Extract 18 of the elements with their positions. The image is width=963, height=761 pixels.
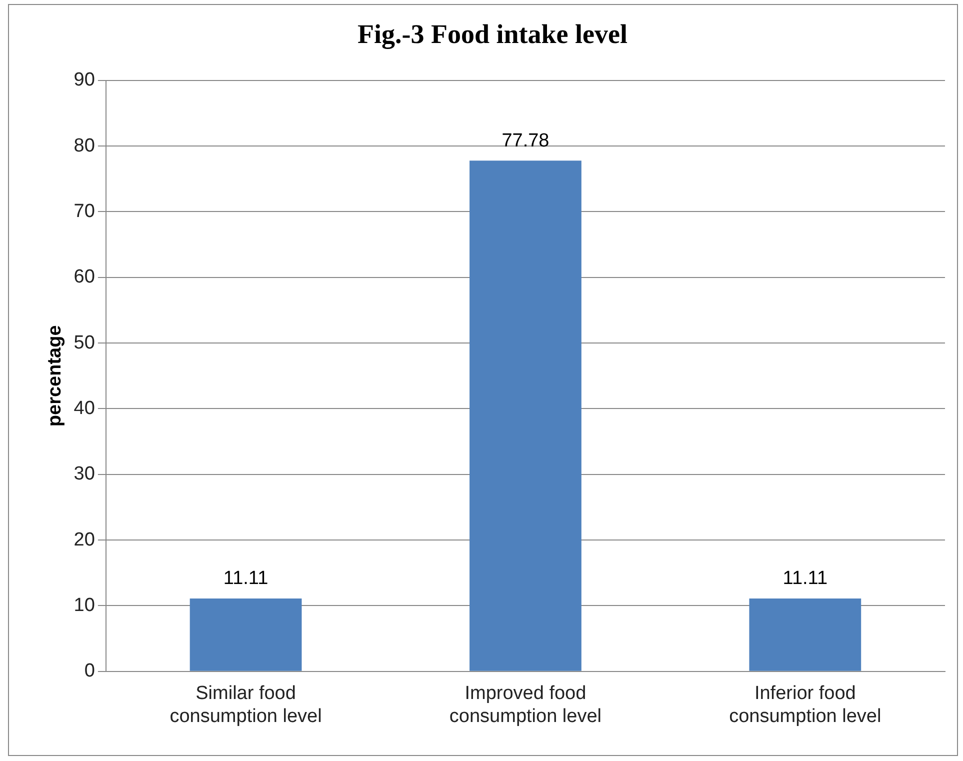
chart-title: Fig.-3 Food intake level xyxy=(358,19,628,50)
y-tick-label: 50 xyxy=(74,332,95,354)
y-tick-label: 0 xyxy=(84,660,95,682)
x-tick-label: Improved food consumption level xyxy=(449,683,602,727)
x-tick-label: Similar food consumption level xyxy=(170,683,322,727)
y-tick-label: 70 xyxy=(74,200,95,222)
data-label: 11.11 xyxy=(223,568,268,590)
data-label: 11.11 xyxy=(782,568,828,590)
y-tick-label: 30 xyxy=(74,464,95,485)
y-tick-label: 60 xyxy=(74,266,95,288)
x-tick-label: Inferior food consumption level xyxy=(729,683,882,727)
data-label: 77.78 xyxy=(502,130,550,152)
y-tick-label: 10 xyxy=(74,594,95,616)
y-tick-label: 40 xyxy=(74,398,95,419)
y-tick-label: 90 xyxy=(74,70,95,91)
y-axis-title: percentage xyxy=(44,325,66,427)
y-tick-label: 80 xyxy=(74,135,95,156)
y-tick-label: 20 xyxy=(74,529,95,550)
